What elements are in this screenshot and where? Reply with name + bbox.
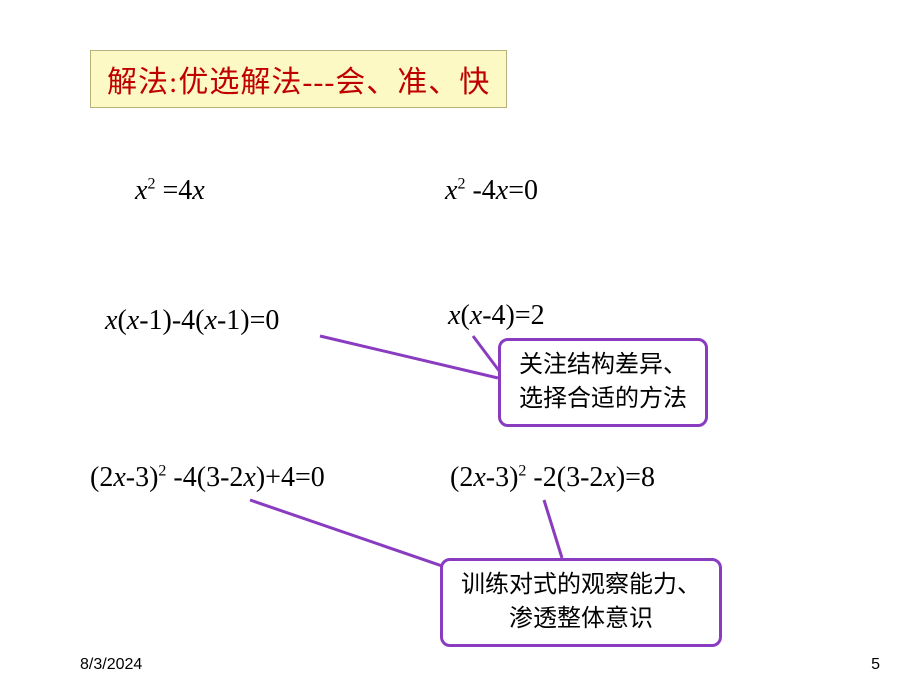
title-box: 解法:优选解法---会、准、快: [90, 50, 507, 108]
equation-6: (2x-3)2 -2(3-2x)=8: [450, 462, 655, 494]
equation-5: (2x-3)2 -4(3-2x)+4=0: [90, 462, 325, 494]
footer-date: 8/3/2024: [80, 656, 142, 674]
equation-1: x2 =4x: [135, 175, 205, 207]
title-text: 解法:优选解法---会、准、快: [107, 66, 490, 99]
callout-1-line-2: 选择合适的方法: [519, 383, 687, 417]
footer-page: 5: [871, 656, 880, 674]
equation-3: x(x-1)-4(x-1)=0: [105, 305, 279, 337]
callout-2-line-2: 渗透整体意识: [461, 603, 701, 637]
callout-2-line-1: 训练对式的观察能力、: [461, 569, 701, 603]
callout-2: 训练对式的观察能力、 渗透整体意识: [440, 558, 722, 647]
callout-1: 关注结构差异、 选择合适的方法: [498, 338, 708, 427]
equation-4: x(x-4)=2: [448, 300, 545, 332]
callout-1-line-1: 关注结构差异、: [519, 349, 687, 383]
equation-2: x2 -4x=0: [445, 175, 538, 207]
